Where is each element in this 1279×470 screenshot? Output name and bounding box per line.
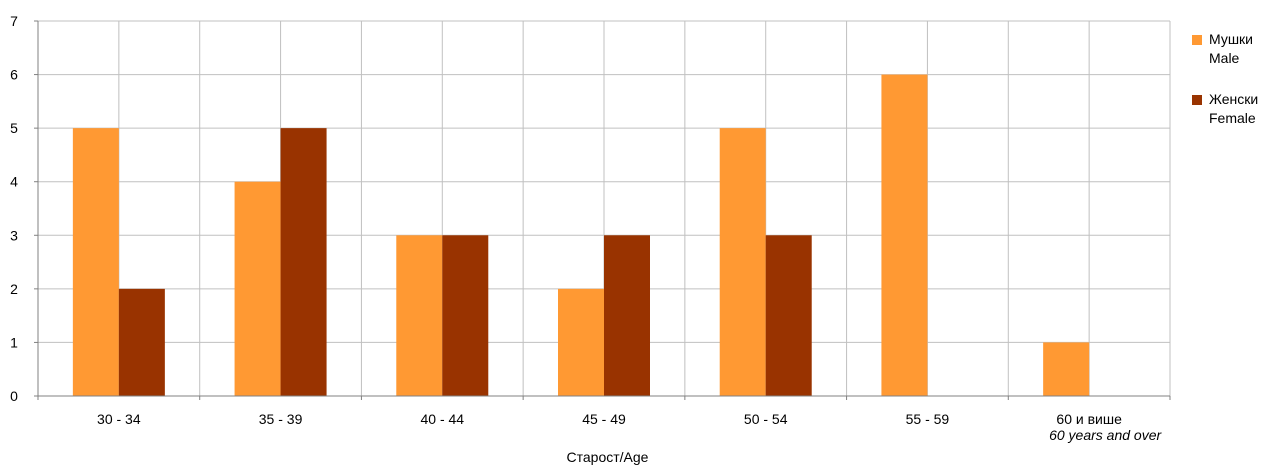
x-tick-label: 50 - 54 bbox=[744, 411, 788, 427]
bars bbox=[72, 74, 1090, 397]
y-tick-label: 2 bbox=[10, 281, 18, 297]
x-tick-label: 55 - 59 bbox=[906, 411, 950, 427]
axes bbox=[34, 20, 1171, 400]
bar-female-4 bbox=[604, 235, 650, 396]
legend-item-female: Женски Female bbox=[1192, 90, 1258, 128]
legend-swatch-male bbox=[1192, 35, 1202, 45]
legend-label-male-line2: Male bbox=[1209, 50, 1240, 66]
x-tick-label: 60 и више bbox=[1056, 411, 1122, 427]
x-tick-label: 40 - 44 bbox=[420, 411, 464, 427]
legend-label-female-line1: Женски bbox=[1209, 91, 1259, 107]
y-tick-label: 1 bbox=[10, 334, 18, 350]
legend: Мушки Male Женски Female bbox=[1192, 30, 1258, 150]
x-axis-title: Старост/Age bbox=[0, 449, 1279, 465]
bar-male-1 bbox=[72, 128, 119, 396]
y-tick-label: 6 bbox=[10, 67, 18, 83]
x-axis-title-text: Старост/Age bbox=[566, 449, 649, 465]
y-tick-label: 4 bbox=[10, 174, 18, 190]
x-tick-label: 30 - 34 bbox=[97, 411, 141, 427]
bar-female-2 bbox=[280, 128, 327, 396]
bar-female-5 bbox=[765, 235, 812, 396]
bar-female-1 bbox=[118, 288, 165, 396]
y-tick-label: 3 bbox=[10, 227, 18, 243]
bar-male-7 bbox=[1043, 342, 1090, 396]
bar-male-6 bbox=[881, 74, 928, 397]
y-tick-label: 5 bbox=[10, 120, 18, 136]
legend-label-male-line1: Мушки bbox=[1209, 31, 1253, 47]
bar-female-3 bbox=[442, 235, 489, 396]
bar-chart: 0 1 2 3 4 5 6 7 30 - 34 35 - 39 40 - 44 45 - 49 50 -… bbox=[10, 13, 1171, 443]
x-tick-label: 35 - 39 bbox=[259, 411, 303, 427]
x-tick-label-line2: 60 years and over bbox=[1049, 427, 1162, 443]
tick-labels: 0 1 2 3 4 5 6 7 30 - 34 35 - 39 40 - 44 45 - 49 50 -… bbox=[10, 13, 1162, 443]
y-tick-label: 0 bbox=[10, 388, 18, 404]
legend-item-male: Мушки Male bbox=[1192, 30, 1258, 68]
bar-male-2 bbox=[234, 181, 281, 396]
y-tick-label: 7 bbox=[10, 13, 18, 29]
bar-male-4 bbox=[558, 288, 604, 396]
bar-male-3 bbox=[396, 235, 443, 396]
bar-male-5 bbox=[719, 128, 766, 396]
legend-label-female-line2: Female bbox=[1209, 110, 1256, 126]
legend-swatch-female bbox=[1192, 95, 1202, 105]
x-tick-label: 45 - 49 bbox=[582, 411, 626, 427]
